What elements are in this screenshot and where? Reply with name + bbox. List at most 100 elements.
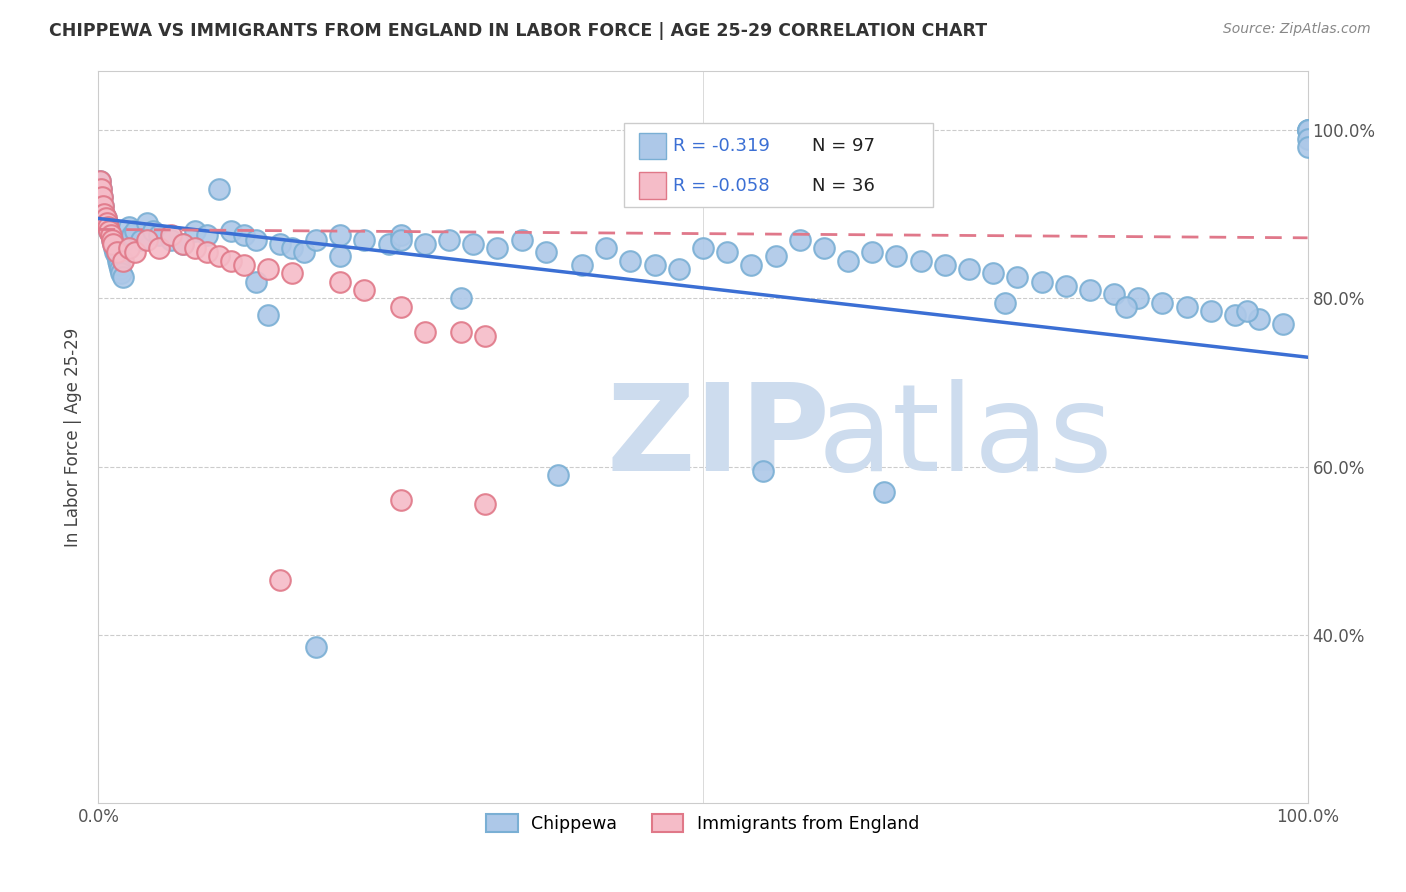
Point bbox=[1054, 278, 1077, 293]
Point bbox=[108, 261, 131, 276]
Point bbox=[486, 241, 509, 255]
Point bbox=[93, 207, 115, 221]
Point bbox=[221, 224, 243, 238]
Point bbox=[105, 245, 128, 260]
Point bbox=[595, 241, 617, 255]
FancyBboxPatch shape bbox=[624, 122, 932, 207]
Point bbox=[716, 245, 738, 260]
Point bbox=[1272, 317, 1295, 331]
Point bbox=[1115, 300, 1137, 314]
Point bbox=[752, 464, 775, 478]
Point bbox=[389, 300, 412, 314]
Point bbox=[245, 275, 267, 289]
FancyBboxPatch shape bbox=[638, 133, 665, 160]
Point bbox=[111, 253, 134, 268]
Point bbox=[245, 233, 267, 247]
Point bbox=[111, 270, 134, 285]
Point bbox=[886, 249, 908, 263]
Point bbox=[437, 233, 460, 247]
Point bbox=[510, 233, 533, 247]
Point bbox=[208, 182, 231, 196]
Point bbox=[413, 325, 436, 339]
Point bbox=[474, 497, 496, 511]
Text: ZIP: ZIP bbox=[606, 378, 830, 496]
Point bbox=[292, 245, 315, 260]
Point bbox=[96, 216, 118, 230]
Point bbox=[184, 224, 207, 238]
Point bbox=[98, 224, 121, 238]
Point bbox=[269, 236, 291, 251]
Point bbox=[281, 266, 304, 280]
Point bbox=[91, 190, 114, 204]
Point bbox=[124, 224, 146, 238]
Point bbox=[305, 640, 328, 655]
Point bbox=[1296, 123, 1319, 137]
Point bbox=[208, 249, 231, 263]
Point bbox=[103, 241, 125, 255]
Point bbox=[232, 228, 254, 243]
Point bbox=[256, 261, 278, 276]
Point bbox=[118, 219, 141, 234]
Point bbox=[1296, 131, 1319, 145]
Point bbox=[160, 233, 183, 247]
Point bbox=[195, 228, 218, 243]
Point bbox=[101, 236, 124, 251]
Point bbox=[1031, 275, 1053, 289]
Point bbox=[97, 219, 120, 234]
Point bbox=[873, 484, 896, 499]
Point bbox=[463, 236, 485, 251]
Point bbox=[100, 233, 122, 247]
Point bbox=[135, 216, 157, 230]
Point bbox=[813, 241, 835, 255]
Point bbox=[101, 236, 124, 251]
Point bbox=[1199, 304, 1222, 318]
Point bbox=[124, 245, 146, 260]
Point bbox=[91, 190, 114, 204]
Point bbox=[765, 249, 787, 263]
Point bbox=[107, 253, 129, 268]
Point bbox=[1078, 283, 1101, 297]
Point bbox=[740, 258, 762, 272]
Point bbox=[353, 233, 375, 247]
Point bbox=[668, 261, 690, 276]
Point bbox=[221, 253, 243, 268]
Point bbox=[957, 261, 980, 276]
Point bbox=[89, 174, 111, 188]
Legend: Chippewa, Immigrants from England: Chippewa, Immigrants from England bbox=[478, 805, 928, 842]
Point bbox=[450, 291, 472, 305]
Point bbox=[389, 228, 412, 243]
Text: R = -0.319: R = -0.319 bbox=[672, 137, 769, 155]
Point bbox=[256, 308, 278, 322]
Point bbox=[129, 233, 152, 247]
Point bbox=[195, 245, 218, 260]
Point bbox=[118, 241, 141, 255]
Point bbox=[110, 266, 132, 280]
Point bbox=[692, 241, 714, 255]
Point bbox=[148, 241, 170, 255]
Point bbox=[994, 295, 1017, 310]
Point bbox=[837, 253, 859, 268]
Point bbox=[281, 241, 304, 255]
Point bbox=[100, 228, 122, 243]
Point bbox=[94, 211, 117, 226]
Point bbox=[94, 211, 117, 226]
Point bbox=[232, 258, 254, 272]
Point bbox=[172, 236, 194, 251]
Point bbox=[860, 245, 883, 260]
Text: Source: ZipAtlas.com: Source: ZipAtlas.com bbox=[1223, 22, 1371, 37]
Point bbox=[269, 573, 291, 587]
Point bbox=[547, 467, 569, 482]
Point bbox=[1102, 287, 1125, 301]
Text: N = 36: N = 36 bbox=[811, 177, 875, 194]
Point bbox=[160, 228, 183, 243]
Point bbox=[1128, 291, 1150, 305]
Point bbox=[93, 207, 115, 221]
Point bbox=[413, 236, 436, 251]
Text: N = 97: N = 97 bbox=[811, 137, 875, 155]
Point bbox=[148, 228, 170, 243]
Point bbox=[789, 233, 811, 247]
Point bbox=[1007, 270, 1029, 285]
Point bbox=[1296, 123, 1319, 137]
Point bbox=[91, 199, 114, 213]
Y-axis label: In Labor Force | Age 25-29: In Labor Force | Age 25-29 bbox=[65, 327, 83, 547]
